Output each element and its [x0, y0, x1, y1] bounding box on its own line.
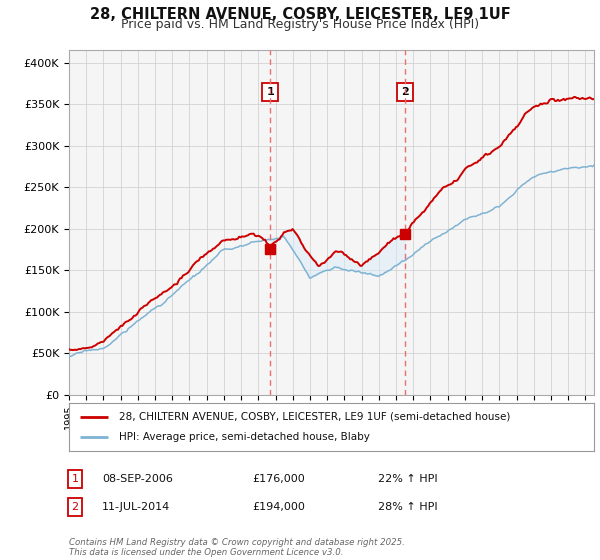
Text: Price paid vs. HM Land Registry's House Price Index (HPI): Price paid vs. HM Land Registry's House …	[121, 18, 479, 31]
Text: £176,000: £176,000	[252, 474, 305, 484]
Text: 1: 1	[266, 87, 274, 97]
Text: 28, CHILTERN AVENUE, COSBY, LEICESTER, LE9 1UF (semi-detached house): 28, CHILTERN AVENUE, COSBY, LEICESTER, L…	[119, 412, 510, 422]
Text: £194,000: £194,000	[252, 502, 305, 512]
Text: 2: 2	[401, 87, 409, 97]
Text: 28% ↑ HPI: 28% ↑ HPI	[378, 502, 437, 512]
Text: 11-JUL-2014: 11-JUL-2014	[102, 502, 170, 512]
Text: 28, CHILTERN AVENUE, COSBY, LEICESTER, LE9 1UF: 28, CHILTERN AVENUE, COSBY, LEICESTER, L…	[89, 7, 511, 22]
Text: Contains HM Land Registry data © Crown copyright and database right 2025.
This d: Contains HM Land Registry data © Crown c…	[69, 538, 405, 557]
Text: 2: 2	[71, 502, 79, 512]
Text: HPI: Average price, semi-detached house, Blaby: HPI: Average price, semi-detached house,…	[119, 432, 370, 442]
Text: 1: 1	[71, 474, 79, 484]
Text: 22% ↑ HPI: 22% ↑ HPI	[378, 474, 437, 484]
Text: 08-SEP-2006: 08-SEP-2006	[102, 474, 173, 484]
